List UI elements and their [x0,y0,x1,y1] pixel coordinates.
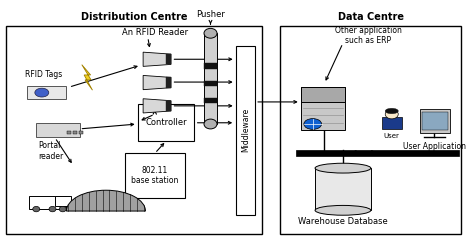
Ellipse shape [35,88,49,97]
FancyBboxPatch shape [301,87,345,130]
FancyBboxPatch shape [27,86,66,99]
Ellipse shape [49,206,56,212]
Ellipse shape [304,119,321,129]
FancyBboxPatch shape [36,123,81,137]
Polygon shape [166,54,171,64]
FancyBboxPatch shape [204,33,217,124]
Ellipse shape [33,206,40,212]
FancyBboxPatch shape [296,150,459,156]
Ellipse shape [385,110,398,119]
Polygon shape [143,52,171,66]
Polygon shape [82,65,92,90]
Text: Pusher: Pusher [196,10,225,19]
FancyBboxPatch shape [138,104,194,141]
FancyBboxPatch shape [125,154,185,198]
Ellipse shape [59,206,66,212]
FancyBboxPatch shape [419,109,450,133]
Ellipse shape [204,28,217,38]
Text: Data Centre: Data Centre [338,12,404,22]
Text: Warehouse Database: Warehouse Database [298,217,388,226]
FancyBboxPatch shape [204,81,217,86]
FancyBboxPatch shape [55,196,71,206]
Polygon shape [143,99,171,113]
Polygon shape [166,101,171,111]
Text: User: User [384,133,400,139]
Text: Distribution Centre: Distribution Centre [81,12,187,22]
Text: User Application: User Application [403,142,466,151]
FancyBboxPatch shape [236,46,255,215]
FancyBboxPatch shape [382,117,402,129]
Wedge shape [66,190,146,211]
Polygon shape [143,75,171,90]
Polygon shape [166,77,171,88]
FancyBboxPatch shape [204,98,217,103]
FancyBboxPatch shape [80,131,83,134]
FancyBboxPatch shape [29,196,66,209]
FancyBboxPatch shape [73,131,77,134]
Ellipse shape [385,108,398,114]
Ellipse shape [204,119,217,129]
FancyBboxPatch shape [67,131,71,134]
Text: Controller: Controller [146,118,187,127]
Text: An RFID Reader: An RFID Reader [122,28,188,37]
FancyBboxPatch shape [422,112,447,130]
FancyBboxPatch shape [301,87,345,102]
Text: RFID Tags: RFID Tags [25,70,62,79]
Text: Middleware: Middleware [241,108,250,152]
FancyBboxPatch shape [315,168,371,210]
Text: Portal
reader: Portal reader [38,141,64,160]
Text: 802.11
base station: 802.11 base station [131,166,178,185]
Text: Other application
such as ERP: Other application such as ERP [335,26,402,45]
FancyBboxPatch shape [204,63,217,69]
Ellipse shape [315,163,371,173]
Ellipse shape [315,205,371,215]
